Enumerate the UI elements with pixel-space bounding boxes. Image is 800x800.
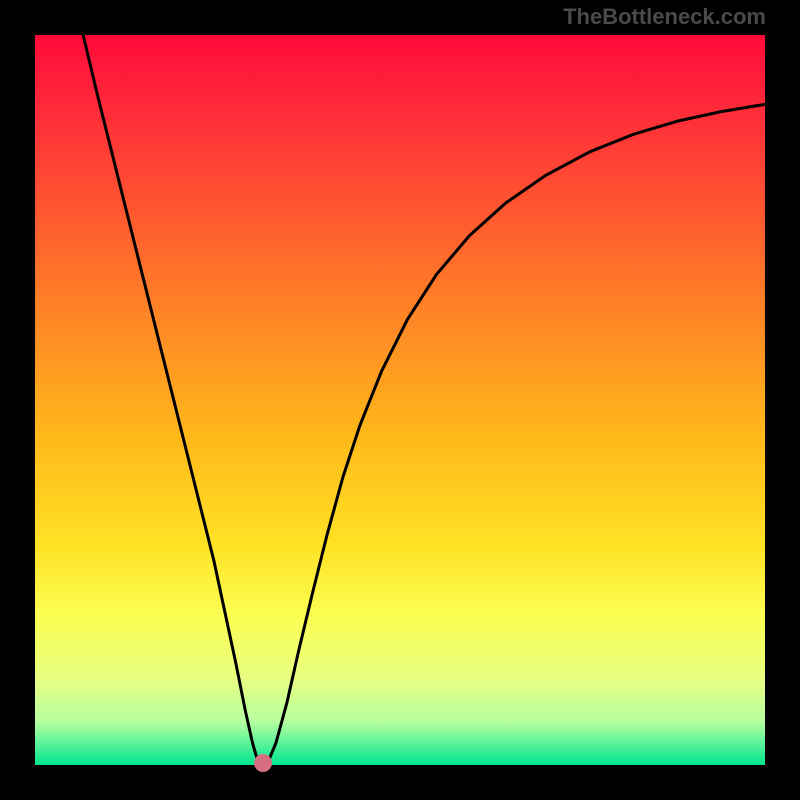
watermark-text: TheBottleneck.com [563, 4, 766, 30]
minimum-marker [254, 754, 272, 772]
curve-svg [35, 35, 765, 765]
chart-container: TheBottleneck.com [0, 0, 800, 800]
plot-area [35, 35, 765, 765]
bottleneck-curve [83, 35, 765, 765]
